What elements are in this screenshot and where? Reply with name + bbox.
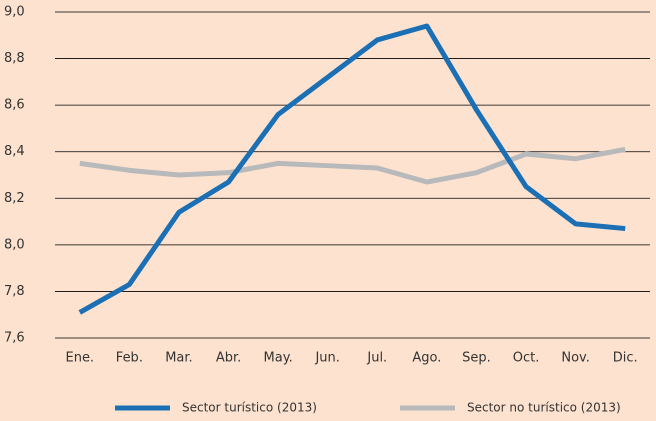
y-tick-label: 8,2 bbox=[4, 191, 25, 206]
x-tick-label: Abr. bbox=[216, 351, 241, 366]
x-tick-label: Ene. bbox=[65, 351, 94, 366]
x-tick-label: Mar. bbox=[165, 351, 192, 366]
line-series bbox=[78, 23, 626, 315]
x-tick-label: Nov. bbox=[561, 351, 590, 366]
legend-label: Sector no turístico (2013) bbox=[467, 401, 621, 415]
y-tick-label: 7,8 bbox=[4, 284, 25, 299]
x-tick-label: Feb. bbox=[116, 351, 143, 366]
x-tick-label: Oct. bbox=[513, 351, 540, 366]
x-tick-label: Sep. bbox=[462, 351, 491, 366]
x-tick-label: May. bbox=[264, 351, 293, 366]
y-tick-label: 8,4 bbox=[4, 144, 25, 159]
line-series bbox=[79, 146, 626, 185]
y-tick-label: 7,6 bbox=[4, 331, 25, 346]
x-tick-label: Ago. bbox=[412, 351, 441, 366]
y-tick-label: 8,6 bbox=[4, 98, 25, 113]
x-tick-label: Jun. bbox=[314, 351, 339, 366]
legend-label: Sector turístico (2013) bbox=[182, 401, 317, 415]
x-tick-label: Dic. bbox=[613, 351, 638, 366]
y-tick-label: 8,0 bbox=[4, 237, 25, 252]
x-tick-label: Jul. bbox=[366, 351, 387, 366]
y-tick-label: 8,8 bbox=[4, 51, 25, 66]
y-tick-label: 9,0 bbox=[4, 5, 25, 20]
